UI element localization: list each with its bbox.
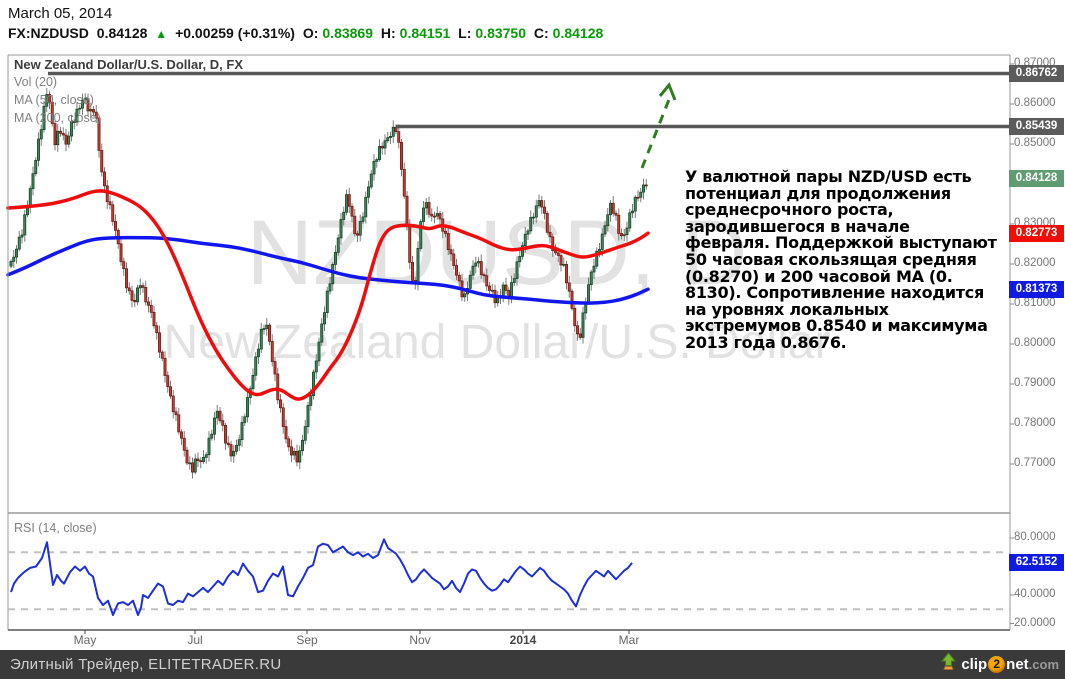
- price-change: +0.00259 (+0.31%): [175, 25, 295, 41]
- open-label: O:: [302, 25, 319, 41]
- upload-arrow-icon: [940, 652, 957, 676]
- close-label: C:: [533, 25, 549, 41]
- price-badge: 0.86762: [1009, 65, 1064, 83]
- last-price: 0.84128: [96, 25, 148, 41]
- rsi-axis-label: 20.0000: [1014, 616, 1056, 629]
- price-axis-label: 0.77000: [1014, 457, 1056, 469]
- rsi-indicator-label[interactable]: RSI (14, close): [14, 521, 97, 535]
- price-axis-label: 0.78000: [1014, 417, 1056, 429]
- low-label: L:: [458, 25, 472, 41]
- close-value: 0.84128: [552, 25, 604, 41]
- low-value: 0.83750: [475, 25, 526, 41]
- price-badge: 0.85439: [1009, 117, 1064, 135]
- rsi-line: [10, 538, 633, 616]
- x-axis-label: 2014: [509, 633, 537, 647]
- open-value: 0.83869: [322, 25, 373, 41]
- price-axis-label: 0.82000: [1014, 257, 1056, 269]
- legend-volume[interactable]: Vol (20): [14, 75, 58, 89]
- high-value: 0.84151: [399, 25, 451, 41]
- x-axis-label: Mar: [618, 633, 640, 647]
- logo-dotcom-text: .com: [1028, 656, 1059, 672]
- trend-arrow: [640, 96, 672, 169]
- price-axis-label: 0.80000: [1014, 337, 1056, 349]
- price-axis-label: 0.85000: [1014, 137, 1056, 149]
- price-axis-label: 0.79000: [1014, 377, 1056, 389]
- x-axis-label: Jul: [187, 633, 203, 647]
- quote-line: FX:NZDUSD 0.84128 ▲ +0.00259 (+0.31%) O:…: [8, 25, 607, 41]
- price-axis-label: 0.81000: [1014, 297, 1056, 309]
- trend-arrow-head: [658, 82, 677, 101]
- legend-ma50[interactable]: MA (50, close): [14, 93, 94, 107]
- clip2net-logo[interactable]: clip 2 net .com: [940, 652, 1059, 676]
- price-badge: 0.84128: [1009, 170, 1064, 188]
- logo-clip-text: clip: [961, 655, 988, 673]
- up-triangle-icon: ▲: [155, 27, 168, 41]
- footer-brand-text: Элитный Трейдер, ELITETRADER.RU: [10, 656, 282, 673]
- analysis-annotation: У валютной пары NZD/USD есть потенциал д…: [685, 167, 997, 352]
- rsi-axis-label: 40.0000: [1014, 588, 1056, 600]
- logo-net-text: net: [1006, 655, 1029, 673]
- footer-bar: [0, 650, 1065, 679]
- price-badge: 0.82773: [1009, 224, 1064, 242]
- logo-2-badge: 2: [988, 655, 1006, 673]
- high-label: H:: [380, 25, 396, 41]
- ma50-line: [6, 189, 650, 401]
- x-axis-label: Sep: [296, 633, 318, 647]
- ma200-line: [6, 235, 650, 305]
- rsi-badge: 62.5152: [1009, 554, 1064, 572]
- price-badge: 0.81373: [1009, 280, 1064, 298]
- chart-title: New Zealand Dollar/U.S. Dollar, D, FX: [14, 57, 243, 72]
- price-axis-label: 0.86000: [1014, 97, 1056, 109]
- x-axis-label: May: [73, 633, 97, 647]
- rsi-axis-label: 80.0000: [1014, 531, 1056, 543]
- watermark-symbol: NZDUSD, D: [247, 202, 748, 304]
- date-label: March 05, 2014: [8, 5, 113, 22]
- legend-ma200[interactable]: MA (200, close): [14, 111, 101, 125]
- x-axis-label: Nov: [409, 633, 431, 647]
- symbol-label: FX:NZDUSD: [8, 25, 89, 41]
